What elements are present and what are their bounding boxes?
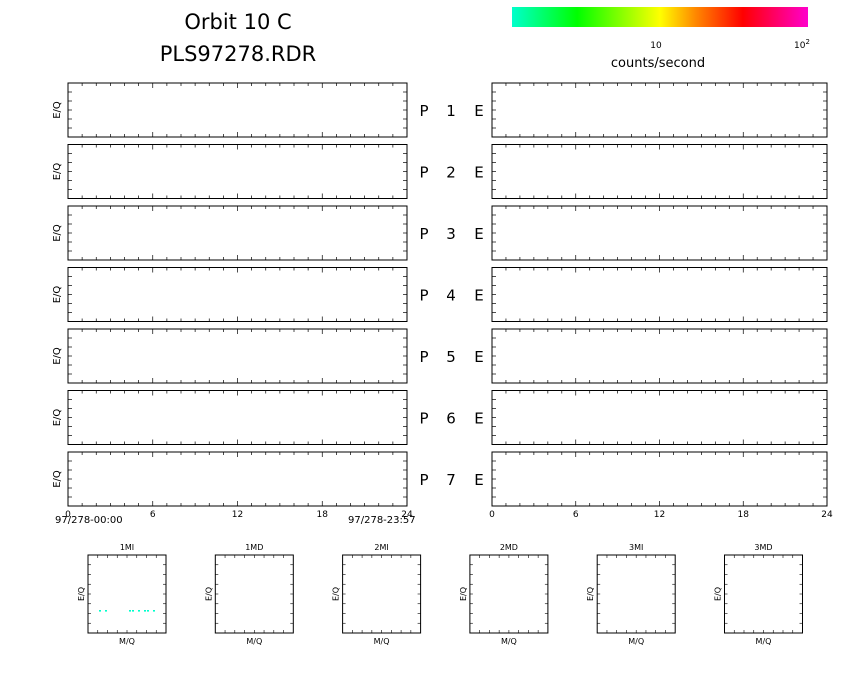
colorbar: 10 102 counts/second	[512, 7, 810, 71]
left-ylabel: E/Q	[52, 101, 63, 119]
right-panel-5	[491, 328, 828, 384]
right-panel-3	[491, 205, 828, 261]
file-title: PLS97278.RDR	[160, 42, 317, 66]
right-panel-2	[491, 144, 828, 199]
left-panel-3: E/Q	[52, 205, 408, 261]
right-panel-frame	[491, 82, 828, 138]
left-ylabel: E/Q	[52, 163, 63, 181]
left-panel-frame	[67, 205, 408, 261]
right-panel-frame	[491, 328, 828, 384]
left-panel-1: E/Q	[52, 82, 408, 138]
right-panel-4	[491, 267, 828, 322]
right-panel-6	[491, 390, 828, 445]
left-panel-frame	[67, 451, 408, 507]
left-panel-frame	[67, 390, 408, 445]
left-panel-6: E/Q	[52, 390, 408, 445]
left-ylabel: E/Q	[52, 409, 63, 427]
left-panel-frame	[67, 144, 408, 199]
right-heatmap-panels	[491, 82, 828, 507]
colorbar-gradient	[512, 7, 808, 27]
left-ylabel: E/Q	[52, 470, 63, 488]
left-panel-4: E/Q	[52, 267, 408, 322]
colorbar-tick-100: 102	[794, 38, 810, 51]
left-ylabel: E/Q	[52, 347, 63, 365]
colorbar-label: counts/second	[611, 56, 705, 71]
left-panel-frame	[67, 82, 408, 138]
right-panel-1	[491, 82, 828, 138]
left-panel-frame	[67, 267, 408, 322]
orbit-title: Orbit 10 C	[184, 10, 291, 34]
left-panel-5: E/Q	[52, 328, 408, 384]
left-panel-7: E/Q	[52, 451, 408, 507]
left-ylabel: E/Q	[52, 286, 63, 304]
left-panel-frame	[67, 328, 408, 384]
left-heatmap-panels: E/Q E/Q E/Q E/Q E/Q E/Q E/Q	[52, 82, 408, 507]
left-panel-2: E/Q	[52, 144, 408, 199]
right-panel-frame	[491, 205, 828, 261]
left-ylabel: E/Q	[52, 224, 63, 242]
right-panel-frame	[491, 267, 828, 322]
right-panel-frame	[491, 144, 828, 199]
colorbar-tick-10: 10	[650, 41, 662, 51]
